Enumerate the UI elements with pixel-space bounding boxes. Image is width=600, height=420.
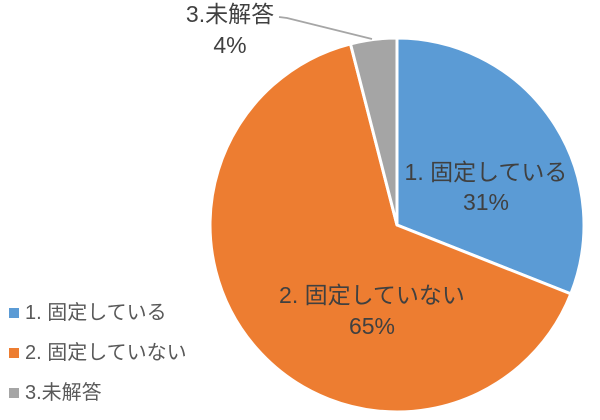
- legend-swatch-blue-icon: [9, 308, 19, 318]
- legend-item-2-label: 2. 固定していない: [25, 342, 187, 364]
- pie-slice-2[interactable]: [208, 42, 573, 414]
- data-label-slice1: 1. 固定している 31%: [405, 157, 568, 217]
- pie-slice-3[interactable]: [348, 36, 399, 227]
- leader-line-slice3: [278, 16, 373, 40]
- data-label-slice2-percent: 65%: [348, 313, 396, 339]
- legend-item-3[interactable]: 3.未解答: [9, 383, 102, 403]
- data-label-slice3-name: 3.未解答: [185, 1, 275, 27]
- legend-item-3-label: 3.未解答: [25, 382, 102, 404]
- legend-swatch-orange-icon: [9, 348, 19, 358]
- data-label-slice3: 3.未解答 4%: [186, 0, 274, 61]
- data-label-slice1-percent: 31%: [462, 189, 510, 215]
- legend-item-2[interactable]: 2. 固定していない: [9, 343, 187, 363]
- data-label-slice2-name: 2. 固定していない: [279, 282, 465, 308]
- data-label-slice1-name: 1. 固定している: [404, 159, 568, 185]
- legend-swatch-gray-icon: [9, 388, 19, 398]
- legend-item-1[interactable]: 1. 固定している: [9, 303, 167, 323]
- legend-item-1-label: 1. 固定している: [25, 302, 167, 324]
- pie-slice-1[interactable]: [395, 36, 586, 296]
- data-label-slice3-percent: 4%: [213, 32, 247, 58]
- data-label-slice2: 2. 固定していない 65%: [279, 280, 465, 342]
